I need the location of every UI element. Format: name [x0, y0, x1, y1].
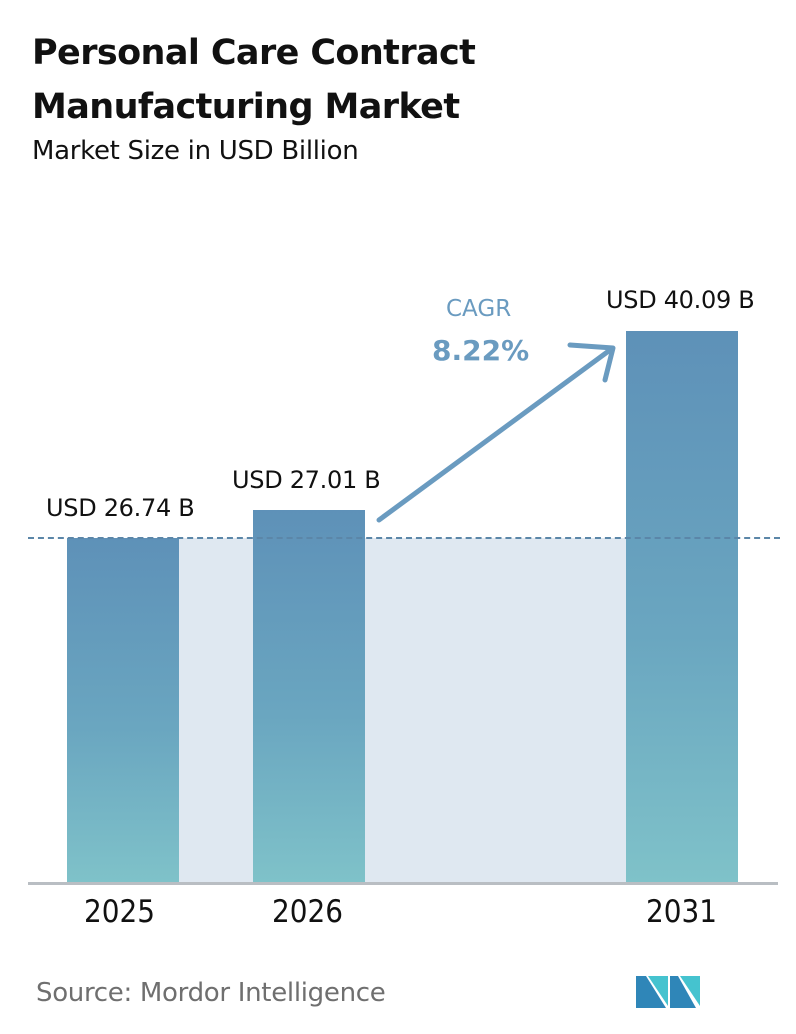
- x-axis-line: [28, 882, 778, 885]
- bar-label-2031: USD 40.09 B: [606, 286, 755, 314]
- chart-subtitle: Market Size in USD Billion: [32, 136, 359, 166]
- source-text: Source: Mordor Intelligence: [36, 978, 386, 1008]
- title-line-2: Manufacturing Market: [32, 87, 460, 127]
- reference-dashed-line: [28, 537, 780, 539]
- mordor-intelligence-logo-icon: [636, 976, 700, 1008]
- x-label-2031: 2031: [646, 894, 718, 930]
- bar-2025: [67, 538, 179, 883]
- x-label-2026: 2026: [272, 894, 344, 930]
- chart-title: Personal Care Contract Manufacturing Mar…: [32, 26, 476, 134]
- growth-arrow-icon: [376, 342, 616, 523]
- bar-label-2026: USD 27.01 B: [232, 466, 381, 494]
- cagr-value: 8.22%: [432, 334, 530, 367]
- bar-label-2025: USD 26.74 B: [46, 494, 195, 522]
- x-label-2025: 2025: [84, 894, 156, 930]
- cagr-label: CAGR: [446, 296, 512, 322]
- title-line-1: Personal Care Contract: [32, 33, 476, 73]
- bar-2026: [253, 510, 365, 883]
- bar-2031: [626, 331, 738, 883]
